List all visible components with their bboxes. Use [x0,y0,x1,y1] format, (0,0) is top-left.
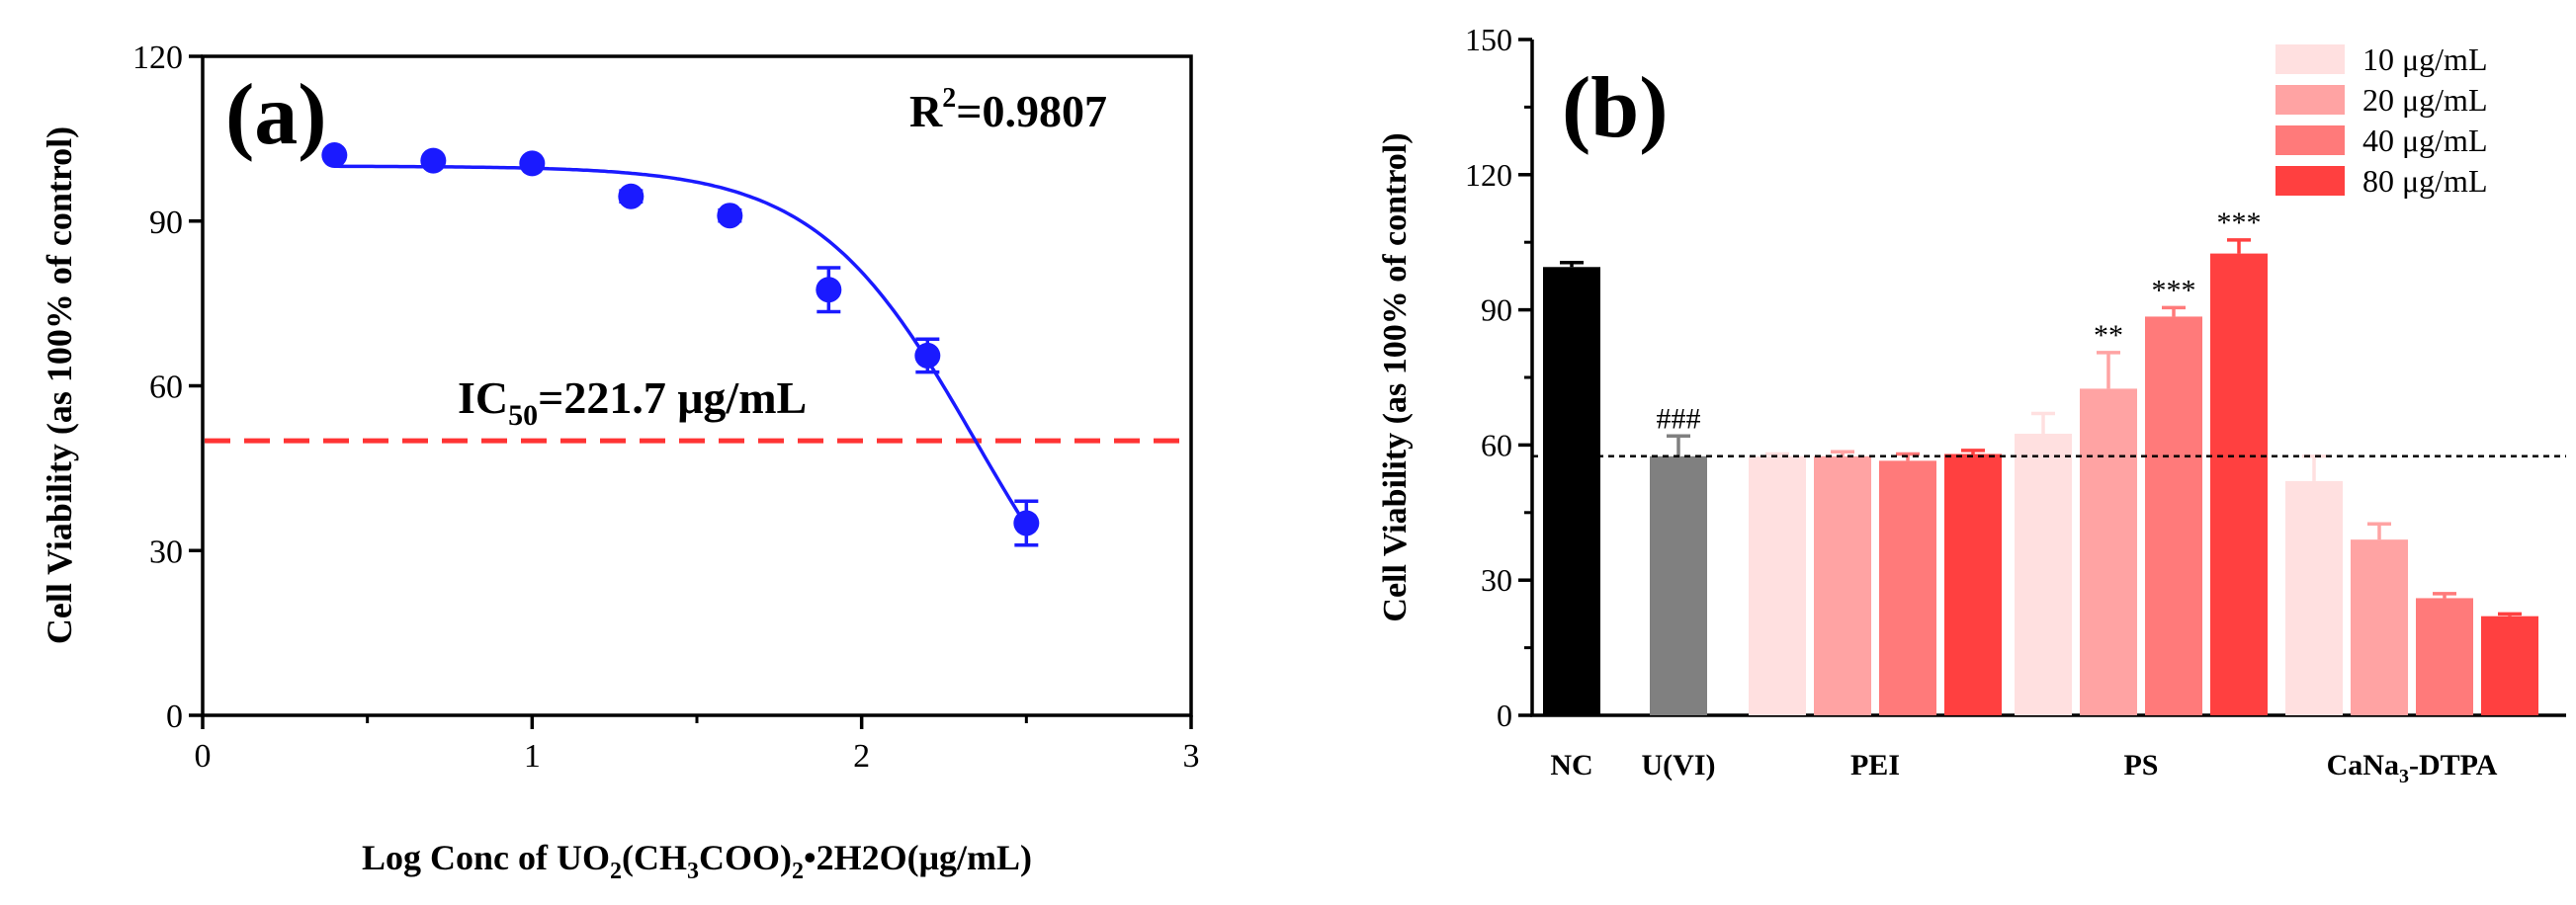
bar-cana3-dtpa-series-1 [2285,480,2343,715]
bar-pei-series-3 [1879,460,1936,715]
panel-b-legend: 10 μg/mL 20 μg/mL 40 μg/mL 80 μg/mL [2275,41,2487,199]
data-point [1013,510,1040,536]
legend-swatch [2275,85,2345,115]
panel-b-y-axis-label: Cell Viability (as 100% of control) [1377,132,1414,621]
bar-u-vi- [1650,455,1707,715]
significance-label: ### [1657,402,1701,435]
bar-ps-series-4 [2210,253,2268,715]
x-tick-label-cana3-dtpa: CaNa3-DTPA [2327,749,2498,787]
legend-label: 10 μg/mL [2362,41,2487,77]
data-point [420,147,447,174]
x-tick-label: 3 [1183,738,1200,775]
legend-swatch [2275,166,2345,196]
y-tick-label: 0 [166,699,183,735]
panel-a-ic50-annotation: IC50=221.7 μg/mL [458,372,807,432]
y-tick-label: 0 [1497,698,1512,733]
bar-cana3-dtpa-series-4 [2481,616,2538,715]
y-tick-label: 90 [149,205,183,241]
panel-a-ticks: 0 30 60 90 120 0 1 2 3 [132,40,1200,775]
significance-label: *** [2217,206,2262,239]
x-tick-label: 1 [524,738,541,775]
bar-nc [1543,267,1600,715]
y-tick-label: 90 [1481,292,1512,328]
y-tick-label: 60 [1481,427,1512,462]
data-point [618,183,644,209]
x-tick-label-ps: PS [2123,749,2158,782]
panel-a-x-axis-label: Log Conc of UO2(CH3COO)2•2H2O(μg/mL) [362,838,1032,884]
legend-swatch [2275,125,2345,155]
bar-ps-series-3 [2145,316,2202,715]
legend-label: 20 μg/mL [2362,82,2487,118]
panel-b-bars: ###******** [1543,206,2538,715]
x-tick-label: 2 [853,738,870,775]
panel-a-y-axis-label: Cell Viability (as 100% of control) [40,126,79,644]
data-point [816,277,842,303]
x-tick-label-nc: NC [1550,749,1592,782]
bar-pei-series-1 [1749,455,1806,715]
panel-b-x-tick-labels: NC U(VI) PEI PS CaNa3-DTPA [1550,749,2497,787]
bar-cana3-dtpa-series-2 [2351,539,2408,715]
data-point [914,342,941,369]
bar-pei-series-2 [1814,455,1871,715]
panel-a: 0 30 60 90 120 0 1 2 3 (a) R2=0.9807 IC50=221.7 … [40,40,1200,884]
legend-label: 40 μg/mL [2362,123,2487,158]
panel-b-ticks: 0 30 60 90 120 150 [1465,22,1532,733]
y-tick-label: 150 [1465,22,1512,57]
y-tick-label: 120 [1465,157,1512,193]
legend-swatch [2275,44,2345,74]
panel-a-fit-curve [334,164,1028,527]
x-tick-label: 0 [195,738,212,775]
data-point [321,142,348,169]
x-tick-label-u-vi: U(VI) [1642,749,1716,782]
bar-ps-series-1 [2015,434,2072,715]
bar-pei-series-4 [1944,453,2002,715]
bar-cana3-dtpa-series-3 [2416,598,2473,715]
data-point [717,203,743,229]
panel-b-letter: (b) [1562,60,1669,156]
y-tick-label: 120 [132,40,183,76]
x-tick-label-pei: PEI [1850,749,1900,782]
panel-a-r2-annotation: R2=0.9807 [909,83,1107,136]
panel-a-letter: (a) [225,67,327,163]
legend-label: 80 μg/mL [2362,163,2487,199]
y-tick-label: 30 [1481,562,1512,598]
significance-label: *** [2152,274,2196,306]
y-tick-label: 60 [149,370,183,406]
data-point [519,150,546,177]
bar-ps-series-2 [2080,388,2137,715]
panel-a-data-points [321,142,1040,547]
y-tick-label: 30 [149,534,183,570]
significance-label: ** [2094,319,2123,352]
